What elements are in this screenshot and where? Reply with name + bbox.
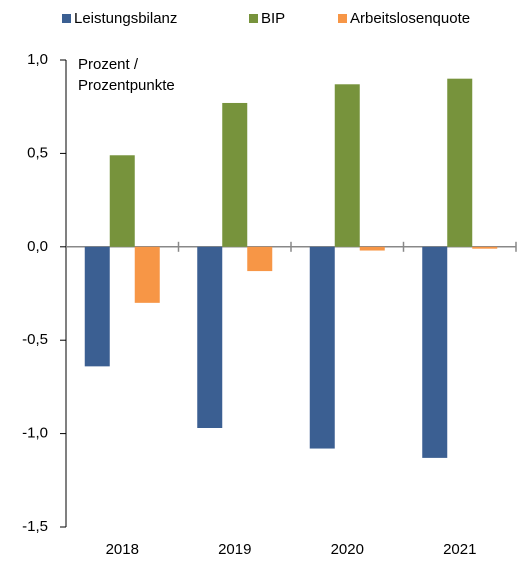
y-tick-label: -1,0	[22, 425, 48, 442]
bar	[109, 155, 135, 247]
bar	[472, 246, 498, 249]
bar	[84, 246, 110, 367]
bar	[247, 246, 273, 272]
bar	[222, 102, 248, 247]
bar	[359, 246, 385, 251]
y-tick-label: 0,0	[27, 238, 48, 255]
legend-label: Arbeitslosenquote	[350, 10, 470, 27]
y-tick-label: -0,5	[22, 331, 48, 348]
bar	[197, 246, 223, 428]
y-axis-label: Prozent / Prozentpunkte	[78, 56, 175, 94]
legend-swatch	[338, 14, 347, 23]
bar	[422, 246, 448, 458]
bar	[447, 78, 473, 247]
y-tick-label: 1,0	[27, 51, 48, 68]
x-tick-label: 2019	[218, 541, 251, 558]
x-tick-label: 2018	[106, 541, 139, 558]
legend-label: Leistungsbilanz	[74, 10, 177, 27]
legend-swatch	[249, 14, 258, 23]
bar	[309, 246, 335, 449]
x-tick-label: 2020	[331, 541, 364, 558]
x-tick-label: 2021	[443, 541, 476, 558]
legend-swatch	[62, 14, 71, 23]
y-tick-label: 0,5	[27, 144, 48, 161]
bar	[334, 84, 360, 247]
y-tick-label: -1,5	[22, 518, 48, 535]
legend-label: BIP	[261, 10, 285, 27]
bar	[134, 246, 160, 303]
